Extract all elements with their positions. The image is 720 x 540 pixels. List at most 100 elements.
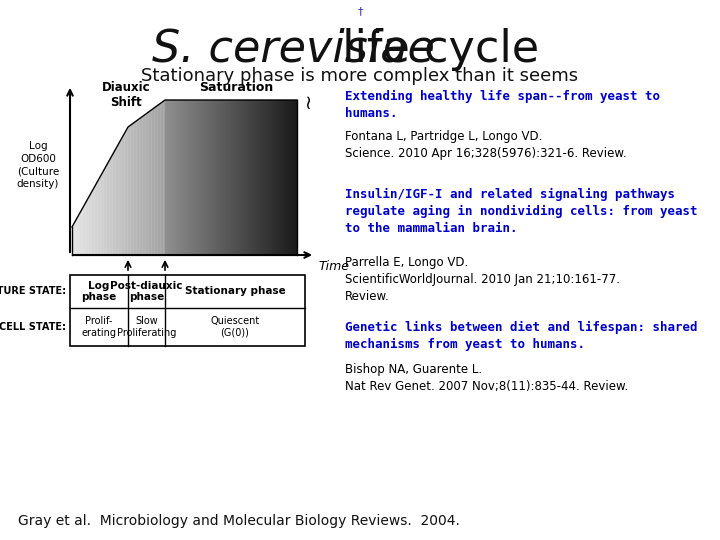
- Polygon shape: [203, 100, 204, 255]
- Polygon shape: [181, 100, 182, 255]
- Polygon shape: [118, 144, 119, 255]
- Polygon shape: [123, 134, 124, 255]
- Polygon shape: [278, 100, 279, 255]
- Polygon shape: [269, 100, 270, 255]
- Polygon shape: [124, 133, 125, 255]
- Polygon shape: [246, 100, 247, 255]
- Polygon shape: [236, 100, 237, 255]
- Text: Genetic links between diet and lifespan: shared
mechanisms from yeast to humans.: Genetic links between diet and lifespan:…: [345, 321, 698, 351]
- Polygon shape: [250, 100, 251, 255]
- Polygon shape: [175, 100, 176, 255]
- Polygon shape: [93, 188, 94, 255]
- Polygon shape: [73, 223, 74, 255]
- Polygon shape: [266, 100, 267, 255]
- Polygon shape: [174, 100, 175, 255]
- Polygon shape: [204, 100, 205, 255]
- Polygon shape: [105, 167, 106, 255]
- Polygon shape: [206, 100, 207, 255]
- Polygon shape: [97, 180, 98, 255]
- Polygon shape: [208, 100, 209, 255]
- Text: Time: Time: [318, 260, 349, 273]
- Polygon shape: [148, 111, 149, 255]
- Polygon shape: [273, 100, 274, 255]
- Polygon shape: [158, 104, 159, 255]
- Polygon shape: [133, 123, 134, 255]
- Polygon shape: [196, 100, 197, 255]
- Polygon shape: [281, 100, 282, 255]
- Polygon shape: [212, 100, 213, 255]
- Polygon shape: [248, 100, 249, 255]
- Polygon shape: [167, 100, 168, 255]
- Polygon shape: [170, 100, 171, 255]
- Polygon shape: [230, 100, 231, 255]
- Polygon shape: [145, 114, 146, 255]
- Polygon shape: [126, 129, 127, 255]
- Polygon shape: [270, 100, 271, 255]
- Polygon shape: [151, 109, 152, 255]
- Polygon shape: [267, 100, 268, 255]
- Polygon shape: [81, 210, 82, 255]
- Polygon shape: [88, 198, 89, 255]
- Text: †: †: [357, 6, 363, 16]
- Polygon shape: [106, 165, 107, 255]
- Polygon shape: [127, 127, 128, 255]
- Polygon shape: [98, 179, 99, 255]
- Polygon shape: [160, 103, 161, 255]
- Polygon shape: [115, 148, 116, 255]
- Polygon shape: [194, 100, 195, 255]
- Polygon shape: [228, 100, 229, 255]
- Polygon shape: [217, 100, 218, 255]
- Polygon shape: [249, 100, 250, 255]
- Polygon shape: [215, 100, 216, 255]
- Polygon shape: [154, 107, 155, 255]
- Polygon shape: [99, 178, 100, 255]
- Text: Extending healthy life span--from yeast to
humans.: Extending healthy life span--from yeast …: [345, 90, 660, 120]
- Polygon shape: [256, 100, 257, 255]
- Polygon shape: [109, 159, 110, 255]
- Polygon shape: [91, 191, 92, 255]
- Text: Slow
Proliferating: Slow Proliferating: [117, 316, 176, 338]
- Polygon shape: [271, 100, 272, 255]
- Polygon shape: [251, 100, 252, 255]
- Polygon shape: [164, 100, 165, 255]
- Polygon shape: [92, 190, 93, 255]
- Polygon shape: [113, 152, 114, 255]
- Text: Log
phase: Log phase: [81, 281, 117, 302]
- Polygon shape: [141, 117, 142, 255]
- Polygon shape: [129, 126, 130, 255]
- Text: S. cerevisiae: S. cerevisiae: [152, 28, 435, 71]
- Polygon shape: [178, 100, 179, 255]
- Text: Stationary phase: Stationary phase: [184, 287, 285, 296]
- Text: Parrella E, Longo VD.
ScientificWorldJournal. 2010 Jan 21;10:161-77.
Review.: Parrella E, Longo VD. ScientificWorldJou…: [345, 256, 620, 303]
- Polygon shape: [209, 100, 210, 255]
- Polygon shape: [144, 115, 145, 255]
- Polygon shape: [104, 168, 105, 255]
- Polygon shape: [276, 100, 277, 255]
- Polygon shape: [146, 113, 147, 255]
- Polygon shape: [290, 100, 291, 255]
- Polygon shape: [283, 100, 284, 255]
- Polygon shape: [139, 119, 140, 255]
- Polygon shape: [168, 100, 169, 255]
- Polygon shape: [76, 218, 77, 255]
- Polygon shape: [94, 185, 95, 255]
- Polygon shape: [216, 100, 217, 255]
- Polygon shape: [261, 100, 262, 255]
- Polygon shape: [238, 100, 239, 255]
- Polygon shape: [159, 104, 160, 255]
- Polygon shape: [130, 125, 131, 255]
- Polygon shape: [74, 221, 75, 255]
- Polygon shape: [193, 100, 194, 255]
- Polygon shape: [101, 175, 102, 255]
- Polygon shape: [259, 100, 260, 255]
- Polygon shape: [189, 100, 190, 255]
- Polygon shape: [108, 161, 109, 255]
- Polygon shape: [211, 100, 212, 255]
- Polygon shape: [286, 100, 287, 255]
- Polygon shape: [287, 100, 288, 255]
- Polygon shape: [75, 220, 76, 255]
- Polygon shape: [147, 112, 148, 255]
- Polygon shape: [86, 200, 87, 255]
- Polygon shape: [244, 100, 245, 255]
- Polygon shape: [140, 118, 141, 255]
